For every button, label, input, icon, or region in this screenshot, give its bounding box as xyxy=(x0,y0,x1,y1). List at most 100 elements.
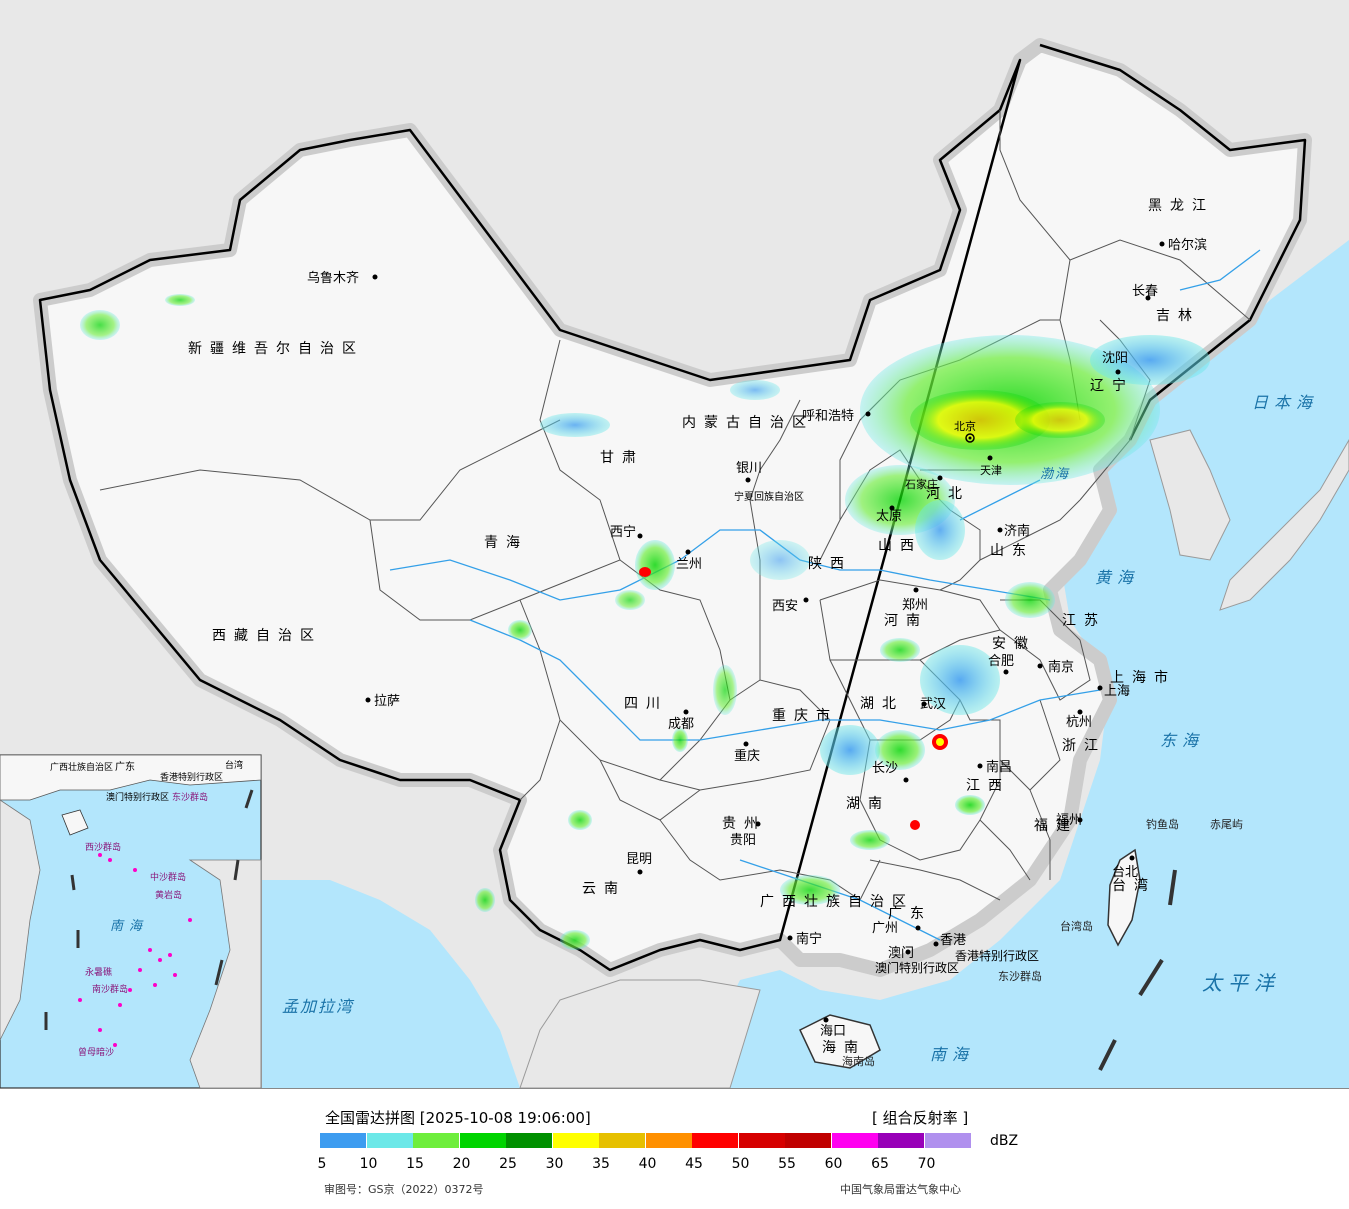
inset-huangyan: 黄岩岛 xyxy=(155,889,182,901)
inset-macau: 澳门特别行政区 xyxy=(106,791,169,803)
city-nanning: 南宁 xyxy=(796,931,822,947)
sea-labels: 日本海 黄海 东海 太平洋 南海 孟加拉湾 渤海 xyxy=(282,393,1318,1064)
city-wuhan: 武汉 xyxy=(920,697,946,712)
scale-tick-label: 5 xyxy=(317,1156,327,1172)
label-neimenggu: 内蒙古自治区 xyxy=(682,415,814,431)
label-heilongjiang: 黑龙江 xyxy=(1148,198,1214,214)
city-shijiazhuang: 石家庄 xyxy=(905,477,938,491)
color-swatch xyxy=(320,1133,366,1148)
color-swatch xyxy=(552,1133,599,1148)
city-lanzhou: 兰州 xyxy=(676,557,702,572)
scale-tick-label: 60 xyxy=(824,1156,843,1172)
inset-zengmu: 曾母暗沙 xyxy=(78,1046,114,1058)
color-swatch xyxy=(645,1133,692,1148)
color-swatch xyxy=(413,1133,459,1148)
city-jinan: 济南 xyxy=(1004,523,1030,539)
sea-yellow: 黄海 xyxy=(1095,568,1139,587)
color-swatch xyxy=(459,1133,506,1148)
island-labels: 钓鱼岛 赤尾屿 台湾岛 东沙群岛 海南岛 xyxy=(842,817,1243,1068)
color-swatch xyxy=(831,1133,878,1148)
inset-zhongsha: 中沙群岛 xyxy=(150,871,186,883)
label-ningxia: 宁夏回族自治区 xyxy=(734,490,804,503)
city-xining: 西宁 xyxy=(610,524,636,540)
city-hongkong: 香港 xyxy=(940,933,966,948)
taiwan-land xyxy=(1107,848,1141,947)
city-taiyuan: 太原 xyxy=(876,509,902,524)
city-guangzhou: 广州 xyxy=(872,921,898,936)
label-taiwan: 台湾 xyxy=(1112,877,1156,894)
scale-tick-label: 65 xyxy=(871,1156,889,1172)
label-shanxi: 山西 xyxy=(878,538,922,554)
scale-tick-label: 70 xyxy=(917,1156,936,1172)
color-swatch xyxy=(738,1133,785,1148)
city-zhengzhou: 郑州 xyxy=(902,598,928,613)
scale-tick-label: 25 xyxy=(499,1156,517,1172)
label-hebei: 河北 xyxy=(926,486,970,502)
label-yunnan: 云南 xyxy=(582,881,626,897)
sea-japan: 日本海 xyxy=(1252,393,1318,412)
city-fuzhou: 福州 xyxy=(1056,813,1082,828)
inset-yongshu: 永暑礁 xyxy=(85,966,112,978)
scale-tick-label: 15 xyxy=(406,1156,424,1172)
inset-taiwan: 台湾 xyxy=(225,759,243,771)
label-guangdong: 广东 xyxy=(888,906,932,922)
city-hangzhou: 杭州 xyxy=(1066,715,1092,730)
label-liaoning: 辽宁 xyxy=(1090,377,1134,394)
label-shandong: 山东 xyxy=(990,543,1034,559)
sea-bohai: 渤海 xyxy=(1040,467,1070,482)
issuer-label: 中国气象局雷达气象中心 xyxy=(840,1183,961,1196)
color-swatch xyxy=(599,1133,645,1148)
rivers xyxy=(389,249,1261,941)
label-chongqing: 重庆市 xyxy=(772,707,838,724)
island-chiwei: 赤尾屿 xyxy=(1210,818,1243,831)
city-chengdu: 成都 xyxy=(668,717,694,732)
color-swatch xyxy=(785,1133,831,1148)
inset-xisha: 西沙群岛 xyxy=(85,841,121,853)
label-hunan: 湖南 xyxy=(846,796,890,812)
korea-land xyxy=(1149,429,1231,561)
unit-label: dBZ xyxy=(990,1133,1019,1149)
city-changsha: 长沙 xyxy=(872,761,898,776)
island-diaoyu: 钓鱼岛 xyxy=(1146,817,1179,831)
city-harbin: 哈尔滨 xyxy=(1168,237,1207,253)
sea-east: 东海 xyxy=(1160,731,1204,750)
color-swatch xyxy=(924,1133,971,1148)
inset-dongsha: 东沙群岛 xyxy=(172,791,208,803)
scale-tick-label: 50 xyxy=(731,1156,750,1172)
city-taipei: 台北 xyxy=(1112,865,1138,880)
inset-hongkong: 香港特别行政区 xyxy=(160,771,223,783)
inset-guangdong: 广东 xyxy=(115,760,135,773)
scale-tick-label: 10 xyxy=(359,1156,378,1172)
legend-panel: 全国雷达拼图 [2025-10-08 19:06:00] [ 组合反射率 ] 5… xyxy=(0,1088,1349,1209)
inset-south-sea: 南海 xyxy=(110,919,148,934)
label-hainan: 海南 xyxy=(822,1040,866,1056)
island-dongsha: 东沙群岛 xyxy=(998,969,1042,983)
scale-tick-label: 45 xyxy=(685,1156,703,1172)
city-guiyang: 贵阳 xyxy=(730,833,756,848)
label-macau: 澳门特别行政区 xyxy=(875,960,959,975)
hainan-land xyxy=(799,1014,881,1069)
color-swatch xyxy=(692,1133,738,1148)
city-xian: 西安 xyxy=(772,599,798,614)
city-changchun: 长春 xyxy=(1132,284,1158,299)
inset-nansha: 南沙群岛 xyxy=(92,983,128,995)
south-china-sea-inset: 广西壮族自治区 广东 台湾 香港特别行政区 澳门特别行政区 东沙群岛 西沙群岛 … xyxy=(0,754,262,1089)
inset-guangxi: 广西壮族自治区 xyxy=(50,761,113,773)
city-urumqi: 乌鲁木齐 xyxy=(307,270,359,286)
label-guizhou: 贵州 xyxy=(722,816,766,832)
province-labels: 新疆维吾尔自治区 西藏自治区 青海 甘肃 内蒙古自治区 黑龙江 吉林 辽宁 河北… xyxy=(188,198,1214,1056)
indochina-land xyxy=(519,979,761,1089)
sea-pacific: 太平洋 xyxy=(1202,971,1280,995)
label-shanghai: 上海市 xyxy=(1110,669,1176,686)
city-kunming: 昆明 xyxy=(626,852,652,867)
city-hefei: 合肥 xyxy=(988,654,1014,669)
color-swatch xyxy=(366,1133,413,1148)
label-gansu: 甘肃 xyxy=(600,450,644,466)
product-label: [ 组合反射率 ] xyxy=(872,1109,969,1127)
city-chongqing: 重庆 xyxy=(734,748,760,764)
city-nanchang: 南昌 xyxy=(986,759,1012,775)
city-lhasa: 拉萨 xyxy=(374,694,400,709)
scale-tick-label: 55 xyxy=(778,1156,796,1172)
label-qinghai: 青海 xyxy=(484,535,528,551)
scale-tick-label: 30 xyxy=(545,1156,564,1172)
